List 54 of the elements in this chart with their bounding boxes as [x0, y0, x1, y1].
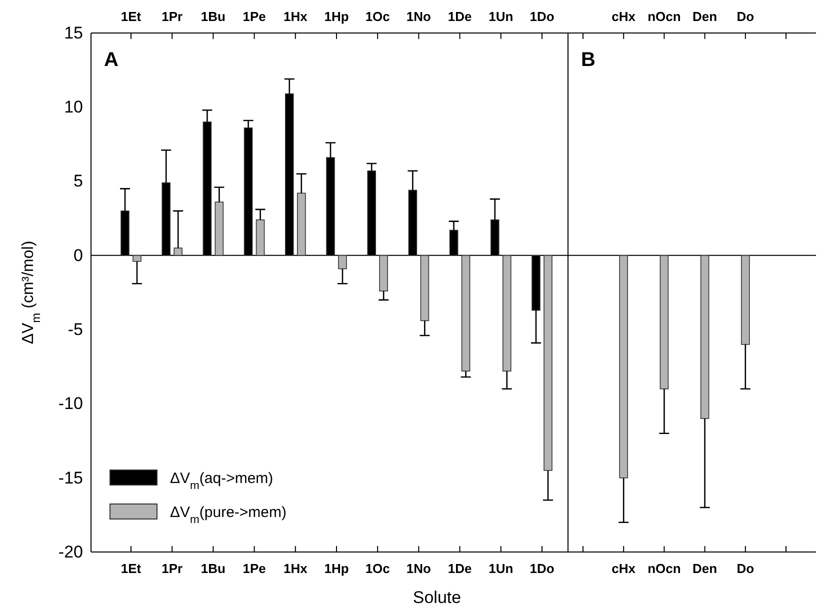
bar: [338, 255, 347, 270]
category-label: 1Pr: [162, 561, 183, 576]
category-label: 1Hp: [324, 561, 349, 576]
x-axis-title: Solute: [412, 588, 462, 607]
category-label: 1No: [406, 561, 431, 576]
x-tick-label: 1Un: [488, 9, 514, 24]
x-tick-label: 1Oc: [365, 9, 390, 24]
bar: [502, 255, 512, 372]
category-label: 1Un: [488, 561, 514, 576]
bar: [214, 202, 224, 256]
category-label: 1Oc: [365, 561, 390, 576]
bar: [379, 255, 388, 292]
category-label: 1Do: [530, 561, 554, 576]
x-tick-label: 1Hp: [324, 9, 349, 24]
x-tick-label: 1Et: [120, 9, 142, 24]
category-label: Den: [692, 561, 718, 576]
bar: [420, 255, 430, 322]
x-tick-label: cHx: [612, 9, 636, 24]
bar: [297, 192, 306, 256]
bar: [544, 255, 552, 471]
category-label: 1Bu: [200, 561, 226, 576]
x-tick-label: 1Hx: [283, 9, 308, 24]
text: B: [581, 49, 596, 71]
bar: [461, 255, 470, 372]
legend-label: ΔV$_{m}$(pure->mem): [170, 504, 287, 526]
x-tick-label: 1De: [448, 9, 472, 24]
bar: [256, 219, 265, 256]
category-label: nOcn: [648, 561, 681, 576]
y-tick-label: 5: [74, 172, 83, 191]
x-tick-label: Den: [692, 9, 718, 24]
y-tick-label: -15: [58, 468, 83, 488]
x-tick-label: 1Do: [530, 9, 554, 24]
category-label: 1De: [448, 561, 472, 576]
x-tick-label: nOcn: [648, 9, 681, 24]
category-label: Do: [736, 561, 754, 576]
x-tick-label: 1No: [406, 9, 432, 24]
x-tick-label: Do: [736, 9, 754, 24]
y-tick-label: -20: [58, 542, 83, 562]
category-label: cHx: [612, 561, 636, 576]
category-label: 1Hx: [283, 561, 308, 576]
x-tick-label: 1Bu: [200, 9, 226, 24]
y-tick-label: 10: [64, 98, 83, 117]
y-tick-label: 0: [74, 246, 83, 265]
x-tick-label: 1Pe: [242, 9, 266, 24]
text: A: [104, 49, 118, 71]
y-tick-label: 15: [64, 23, 83, 42]
legend-label: ΔV$_{m}$(aq->mem): [170, 470, 274, 492]
y-tick-label: -10: [58, 394, 83, 414]
category-label: 1Et: [120, 561, 142, 576]
bar: [132, 255, 142, 262]
y-tick-label: -5: [68, 320, 83, 340]
x-tick-label: 1Pr: [162, 9, 183, 24]
bar: [174, 248, 182, 256]
category-label: 1Pe: [242, 561, 266, 576]
